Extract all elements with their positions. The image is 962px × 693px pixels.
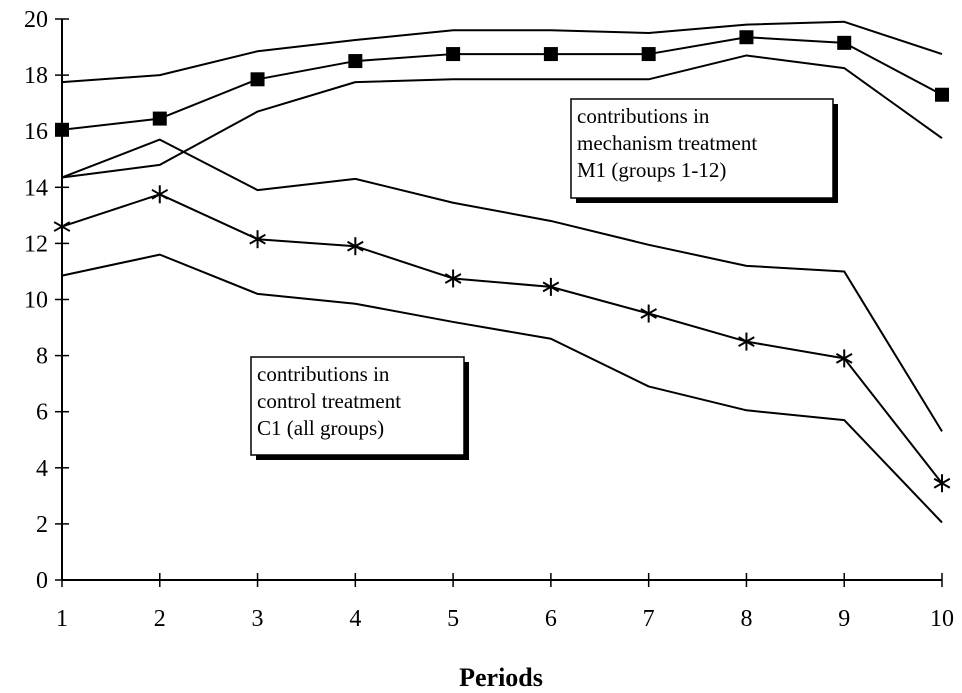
square-marker xyxy=(152,111,167,126)
annotation-box xyxy=(570,98,834,199)
y-tick-label: 0 xyxy=(36,568,48,594)
asterisk-marker xyxy=(542,277,560,296)
annotation-m1: contributions in mechanism treatment M1 (g… xyxy=(570,98,838,203)
asterisk-stroke xyxy=(151,188,169,200)
x-tick-label: 6 xyxy=(545,606,557,632)
asterisk-stroke xyxy=(347,240,364,252)
x-tick-label: 2 xyxy=(154,606,166,632)
annotation-box xyxy=(250,356,465,456)
asterisk-stroke xyxy=(444,273,462,284)
x-axis-title: Periods xyxy=(459,663,543,692)
x-tick-label: 3 xyxy=(252,606,264,632)
square-marker xyxy=(348,54,363,69)
square-marker xyxy=(446,47,461,62)
square-marker xyxy=(543,47,558,62)
y-tick-label: 20 xyxy=(24,7,48,33)
asterisk-stroke xyxy=(640,308,657,319)
series-line-m1-mean xyxy=(61,36,943,131)
series-line-c1-upper xyxy=(61,138,943,432)
square-marker xyxy=(55,122,69,137)
annotation-line: contributions in xyxy=(257,362,390,386)
y-tick-label: 16 xyxy=(24,119,48,145)
series-line-m1-lower xyxy=(61,54,943,179)
annotation-line: contributions in xyxy=(577,104,710,128)
series-line-m1-upper xyxy=(61,20,943,84)
asterisk-marker xyxy=(738,332,755,351)
series-layer xyxy=(61,20,943,524)
y-tick-label: 4 xyxy=(36,456,48,482)
x-tick-label: 10 xyxy=(930,606,954,632)
annotations: contributions in mechanism treatment M1 (g… xyxy=(250,98,838,460)
y-tick-label: 10 xyxy=(24,288,48,314)
annotation-c1: contributions in control treatment C1 (all… xyxy=(250,356,469,460)
square-marker xyxy=(935,87,949,102)
asterisk-marker xyxy=(347,237,364,256)
y-tick-label: 12 xyxy=(24,231,48,257)
x-tick-label: 1 xyxy=(56,606,68,632)
square-marker xyxy=(250,72,265,87)
asterisk-marker xyxy=(53,217,71,236)
x-tick-label: 9 xyxy=(838,606,850,632)
x-tick-label: 5 xyxy=(447,606,459,632)
square-marker xyxy=(739,30,754,45)
asterisk-marker xyxy=(835,349,853,368)
markers-layer xyxy=(53,30,951,493)
asterisk-marker xyxy=(933,474,951,493)
y-tick-label: 14 xyxy=(24,175,48,201)
annotation-line: control treatment xyxy=(257,389,401,413)
square-marker xyxy=(641,47,656,62)
x-tick-label: 4 xyxy=(349,606,361,632)
y-tick-label: 6 xyxy=(36,400,48,426)
x-tick-label: 8 xyxy=(740,606,752,632)
asterisk-marker xyxy=(249,230,266,249)
asterisk-marker xyxy=(151,185,169,204)
asterisk-marker xyxy=(444,269,462,288)
y-tick-label: 8 xyxy=(36,344,48,370)
asterisk-stroke xyxy=(835,353,853,364)
series-line-c1-mean xyxy=(61,193,943,484)
annotation-line: M1 (groups 1-12) xyxy=(577,158,726,182)
annotation-line: C1 (all groups) xyxy=(257,416,384,440)
asterisk-stroke xyxy=(738,336,755,347)
asterisk-stroke xyxy=(249,233,266,245)
square-marker xyxy=(837,35,852,50)
x-tick-label: 7 xyxy=(643,606,655,632)
asterisk-stroke xyxy=(53,221,71,232)
asterisk-stroke xyxy=(542,281,560,293)
y-tick-label: 18 xyxy=(24,63,48,89)
asterisk-marker xyxy=(640,304,657,323)
annotation-line: mechanism treatment xyxy=(577,131,757,155)
y-tick-label: 2 xyxy=(36,512,48,538)
series-line-c1-lower xyxy=(61,253,943,524)
asterisk-stroke xyxy=(933,477,951,489)
